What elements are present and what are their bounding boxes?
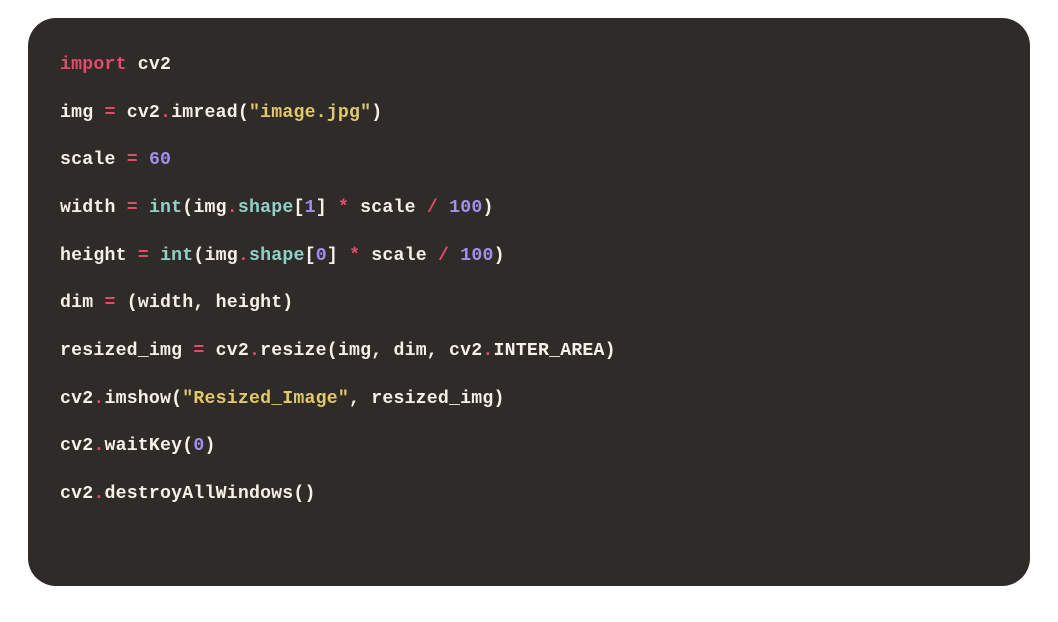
- code-token-plain: [: [293, 198, 304, 218]
- code-token-op: .: [238, 246, 249, 266]
- code-token-plain: (width, height): [116, 293, 294, 313]
- code-token-kw: import: [60, 55, 127, 75]
- code-token-plain: ]: [327, 246, 349, 266]
- code-line: width = int(img.shape[1] * scale / 100): [60, 197, 998, 221]
- code-token-plain: destroyAllWindows(): [104, 484, 315, 504]
- code-token-op: =: [127, 150, 138, 170]
- code-token-plain: resized_img: [60, 341, 193, 361]
- code-token-plain: ): [482, 198, 493, 218]
- code-line: import cv2: [60, 54, 998, 78]
- code-token-plain: scale: [349, 198, 427, 218]
- code-token-str: "Resized_Image": [182, 389, 349, 409]
- code-token-plain: [138, 150, 149, 170]
- code-token-plain: height: [60, 246, 138, 266]
- code-token-plain: [138, 198, 149, 218]
- code-token-plain: ): [494, 246, 505, 266]
- code-token-op: *: [338, 198, 349, 218]
- code-token-plain: cv2: [116, 103, 160, 123]
- code-token-plain: img: [60, 103, 104, 123]
- code-token-plain: [438, 198, 449, 218]
- code-line: img = cv2.imread("image.jpg"): [60, 102, 998, 126]
- code-token-op: .: [93, 436, 104, 456]
- code-token-plain: imshow(: [104, 389, 182, 409]
- code-token-num: 0: [316, 246, 327, 266]
- code-line: cv2.waitKey(0): [60, 435, 998, 459]
- code-token-num: 100: [449, 198, 482, 218]
- code-token-plain: [449, 246, 460, 266]
- code-token-plain: waitKey(: [104, 436, 193, 456]
- code-token-num: 100: [460, 246, 493, 266]
- code-token-plain: [: [305, 246, 316, 266]
- code-block: import cv2img = cv2.imread("image.jpg")s…: [28, 18, 1030, 586]
- code-line: scale = 60: [60, 149, 998, 173]
- code-token-op: .: [93, 484, 104, 504]
- code-token-plain: ): [371, 103, 382, 123]
- code-token-plain: , resized_img): [349, 389, 505, 409]
- code-line: height = int(img.shape[0] * scale / 100): [60, 245, 998, 269]
- code-token-func: shape: [249, 246, 305, 266]
- code-token-plain: (img: [193, 246, 237, 266]
- code-token-num: 60: [149, 150, 171, 170]
- code-token-str: "image.jpg": [249, 103, 371, 123]
- code-line: cv2.destroyAllWindows(): [60, 483, 998, 507]
- code-token-num: 0: [193, 436, 204, 456]
- code-token-plain: cv2: [127, 55, 171, 75]
- code-token-func: shape: [238, 198, 294, 218]
- code-line: resized_img = cv2.resize(img, dim, cv2.I…: [60, 340, 998, 364]
- code-token-plain: scale: [360, 246, 438, 266]
- code-token-num: 1: [305, 198, 316, 218]
- code-token-op: /: [427, 198, 438, 218]
- code-token-plain: ): [205, 436, 216, 456]
- code-token-plain: cv2: [60, 389, 93, 409]
- code-token-plain: width: [60, 198, 127, 218]
- code-line: cv2.imshow("Resized_Image", resized_img): [60, 388, 998, 412]
- code-token-plain: cv2: [60, 484, 93, 504]
- code-token-op: .: [249, 341, 260, 361]
- code-token-plain: ]: [316, 198, 338, 218]
- code-token-plain: cv2: [60, 436, 93, 456]
- code-token-op: =: [138, 246, 149, 266]
- code-token-op: =: [193, 341, 204, 361]
- code-token-op: /: [438, 246, 449, 266]
- code-token-op: =: [104, 103, 115, 123]
- code-token-op: =: [104, 293, 115, 313]
- code-token-plain: [149, 246, 160, 266]
- code-token-op: .: [93, 389, 104, 409]
- code-token-op: .: [482, 341, 493, 361]
- code-token-plain: resize(img, dim, cv2: [260, 341, 482, 361]
- code-token-plain: INTER_AREA): [494, 341, 616, 361]
- code-token-op: =: [127, 198, 138, 218]
- code-token-plain: (img: [182, 198, 226, 218]
- code-token-op: .: [227, 198, 238, 218]
- code-token-op: *: [349, 246, 360, 266]
- code-token-plain: imread(: [171, 103, 249, 123]
- code-token-op: .: [160, 103, 171, 123]
- code-token-func: int: [160, 246, 193, 266]
- code-token-func: int: [149, 198, 182, 218]
- code-token-plain: scale: [60, 150, 127, 170]
- code-token-plain: cv2: [205, 341, 249, 361]
- code-line: dim = (width, height): [60, 292, 998, 316]
- code-token-plain: dim: [60, 293, 104, 313]
